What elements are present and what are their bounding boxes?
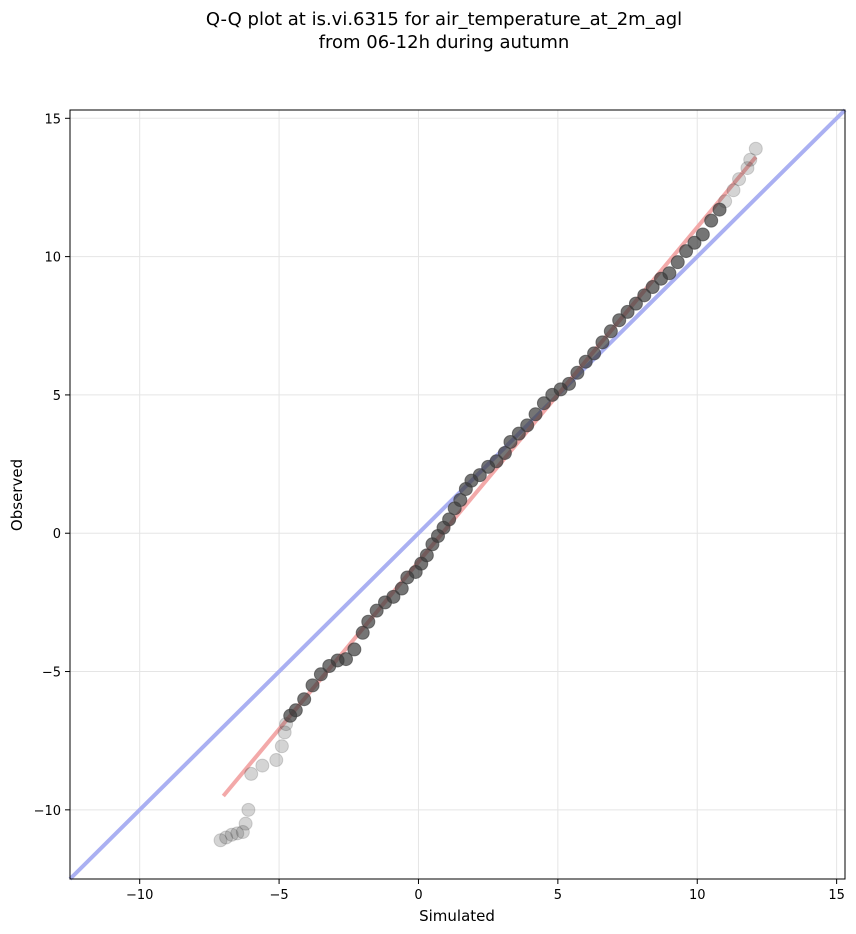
data-point [277, 725, 292, 740]
x-tick-label: 0 [414, 888, 422, 903]
x-axis-title: Simulated [419, 907, 495, 925]
grid [70, 110, 845, 879]
x-tick-label: 10 [689, 888, 706, 903]
data-point [695, 227, 710, 242]
data-point [453, 493, 468, 508]
data-point [297, 692, 312, 707]
y-tick-label: 5 [53, 389, 61, 404]
data-point [224, 827, 239, 842]
data-point [305, 678, 320, 693]
x-tick-label: −5 [269, 888, 288, 903]
data-point [562, 376, 577, 391]
data-point [219, 830, 234, 845]
data-point [503, 434, 518, 449]
data-point [361, 614, 376, 629]
y-tick-label: −5 [42, 666, 61, 681]
data-point [712, 202, 727, 217]
data-point [369, 603, 384, 618]
data-point [230, 826, 245, 841]
data-point [489, 454, 504, 469]
data-point [687, 235, 702, 250]
data-point [748, 141, 763, 156]
data-point [442, 512, 457, 527]
data-point [511, 426, 526, 441]
data-point [578, 354, 593, 369]
data-point [620, 304, 635, 319]
data-point [704, 213, 719, 228]
data-point [238, 816, 253, 831]
data-point [603, 324, 618, 339]
ticks: −10 −5 0 5 10 15 −10 −5 0 5 10 15 [34, 112, 845, 903]
data-point [743, 152, 758, 167]
data-point [662, 266, 677, 281]
data-point [255, 758, 270, 773]
x-tick-label: −10 [126, 888, 153, 903]
data-point [595, 335, 610, 350]
data-point [536, 396, 551, 411]
data-point [528, 407, 543, 422]
data-point [394, 581, 409, 596]
data-point [645, 280, 660, 295]
y-tick-label: 15 [44, 112, 61, 127]
x-tick-label: 5 [554, 888, 562, 903]
data-point [670, 255, 685, 270]
data-point [235, 824, 250, 839]
data-point [732, 172, 747, 187]
y-tick-label: 0 [53, 527, 61, 542]
data-point [612, 313, 627, 328]
data-point [338, 652, 353, 667]
chart-title-line-1: Q-Q plot at is.vi.6315 for air_temperatu… [206, 9, 682, 30]
data-point [213, 833, 228, 848]
plot-frame [69, 109, 846, 880]
data-point [726, 183, 741, 198]
chart-title-line-2: from 06-12h during autumn [319, 32, 570, 53]
data-point [718, 194, 733, 209]
data-point [269, 753, 284, 768]
y-axis-title: Observed [8, 459, 26, 531]
data-point [570, 365, 585, 380]
data-point [628, 296, 643, 311]
data-point [347, 642, 362, 657]
data-point [386, 589, 401, 604]
data-point [274, 739, 289, 754]
data-point [520, 418, 535, 433]
data-point [587, 346, 602, 361]
data-point [419, 548, 434, 563]
points [213, 141, 763, 848]
data-point [288, 703, 303, 718]
data-point [472, 468, 487, 483]
x-tick-label: 15 [828, 888, 845, 903]
data-point [679, 244, 694, 259]
data-point [313, 667, 328, 682]
y-tick-label: 10 [44, 251, 61, 266]
y-tick-label: −10 [34, 804, 61, 819]
data-point [241, 802, 256, 817]
data-point [244, 766, 259, 781]
data-point [497, 446, 512, 461]
data-point [740, 161, 755, 176]
data-point [355, 625, 370, 640]
data-point [637, 288, 652, 303]
